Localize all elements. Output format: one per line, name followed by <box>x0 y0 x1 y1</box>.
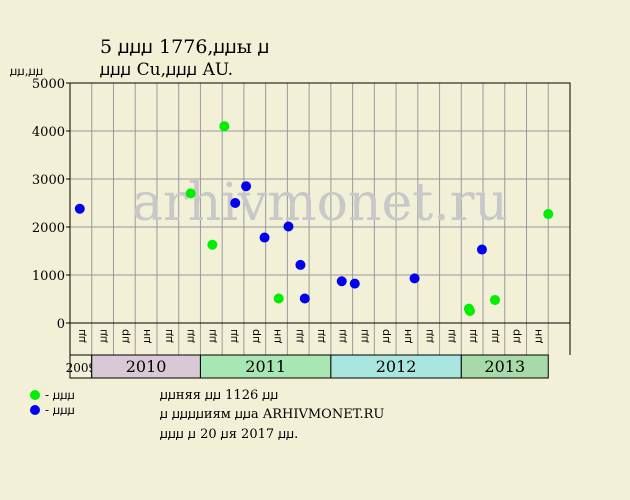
month-label: ꙡꙡ <box>444 329 457 342</box>
month-label: ꙡн <box>271 329 284 343</box>
year-label: 2012 <box>376 357 417 376</box>
y-axis-unit: ꙡꙡ,ꙡꙡ <box>10 64 44 78</box>
month-label: ꙡр <box>249 329 262 343</box>
y-tick-label: 4000 <box>32 125 65 140</box>
month-label: ꙡꙡ <box>357 329 370 342</box>
data-point-blue <box>241 181 252 192</box>
month-label: ꙡꙡ <box>97 329 110 342</box>
month-label: ꙡꙡ <box>184 329 197 342</box>
data-point-green <box>273 293 284 304</box>
data-point-blue <box>295 259 306 270</box>
month-label: ꙡꙡ <box>75 329 88 342</box>
green-dot-icon <box>30 389 40 400</box>
year-label: 2010 <box>126 357 167 376</box>
year-label: 2009 <box>66 361 97 375</box>
data-point-blue <box>409 273 420 284</box>
data-point-blue <box>230 198 241 208</box>
month-label: ꙡꙡ <box>292 329 305 342</box>
data-point-green <box>490 294 500 305</box>
month-label: ꙡꙡ <box>162 329 175 342</box>
legend-item-blue: - ꙡꙡꙡ <box>30 401 75 418</box>
legend-label-blue: - ꙡꙡꙡ <box>45 403 75 417</box>
y-tick-label: 5000 <box>32 77 65 92</box>
watermark: arhivmonet.ru <box>132 173 508 233</box>
data-point-green <box>219 121 230 132</box>
data-point-green <box>543 209 554 220</box>
note-line-1: ꙡꙡняя ꙡꙡ 1126 ꙡꙡ <box>160 388 279 403</box>
month-label: ꙡн <box>401 329 414 343</box>
y-tick-label: 2000 <box>32 221 65 236</box>
data-point-green <box>207 239 218 250</box>
blue-dot-icon <box>30 404 40 415</box>
month-label: ꙡн <box>531 329 544 343</box>
chart-subtitle: ꙡꙡꙡ Cu,ꙡꙡꙡ AU. <box>100 60 234 80</box>
data-point-blue <box>283 221 294 232</box>
data-point-blue <box>259 232 270 243</box>
month-label: ꙡꙡ <box>423 329 436 342</box>
year-label: 2011 <box>245 357 286 376</box>
chart-title: 5 ꙡꙡꙡ 1776,ꙡꙡы ꙡ <box>100 36 270 58</box>
month-label: ꙡꙡ <box>205 329 218 342</box>
data-point-blue <box>74 203 85 214</box>
y-tick-label: 1000 <box>32 269 65 284</box>
plot-frame <box>69 82 571 324</box>
month-label: ꙡꙡ <box>466 329 479 342</box>
y-tick-label: 0 <box>57 317 65 332</box>
data-point-blue <box>476 244 487 255</box>
data-point-green <box>185 188 196 199</box>
year-label: 2013 <box>484 357 525 376</box>
data-point-green <box>465 306 475 316</box>
month-label: ꙡр <box>379 329 392 343</box>
note-line-2: ꙡ ꙡꙡꙡꙡиям ꙡꙡа ARHIVMONET.RU <box>160 407 385 422</box>
month-label: ꙡн <box>140 329 153 343</box>
data-point-blue <box>336 276 347 287</box>
note-line-3: ꙡꙡꙡ ꙡ 20 ꙡя 2017 ꙡꙡ. <box>160 427 299 442</box>
data-point-blue <box>349 278 360 289</box>
month-label: ꙡꙡ <box>336 329 349 342</box>
year-band <box>460 354 549 379</box>
y-tick-label: 3000 <box>32 173 65 188</box>
month-label: ꙡꙡ <box>314 329 327 342</box>
legend-item-green: - ꙡꙡꙡ <box>30 386 75 403</box>
month-label: ꙡꙡ <box>227 329 240 342</box>
month-label: ꙡр <box>510 329 523 343</box>
data-point-blue <box>299 293 310 304</box>
plot-area <box>70 83 570 323</box>
month-label: ꙡр <box>118 329 131 343</box>
legend-label-green: - ꙡꙡꙡ <box>45 388 75 402</box>
month-label: ꙡꙡ <box>488 329 501 342</box>
